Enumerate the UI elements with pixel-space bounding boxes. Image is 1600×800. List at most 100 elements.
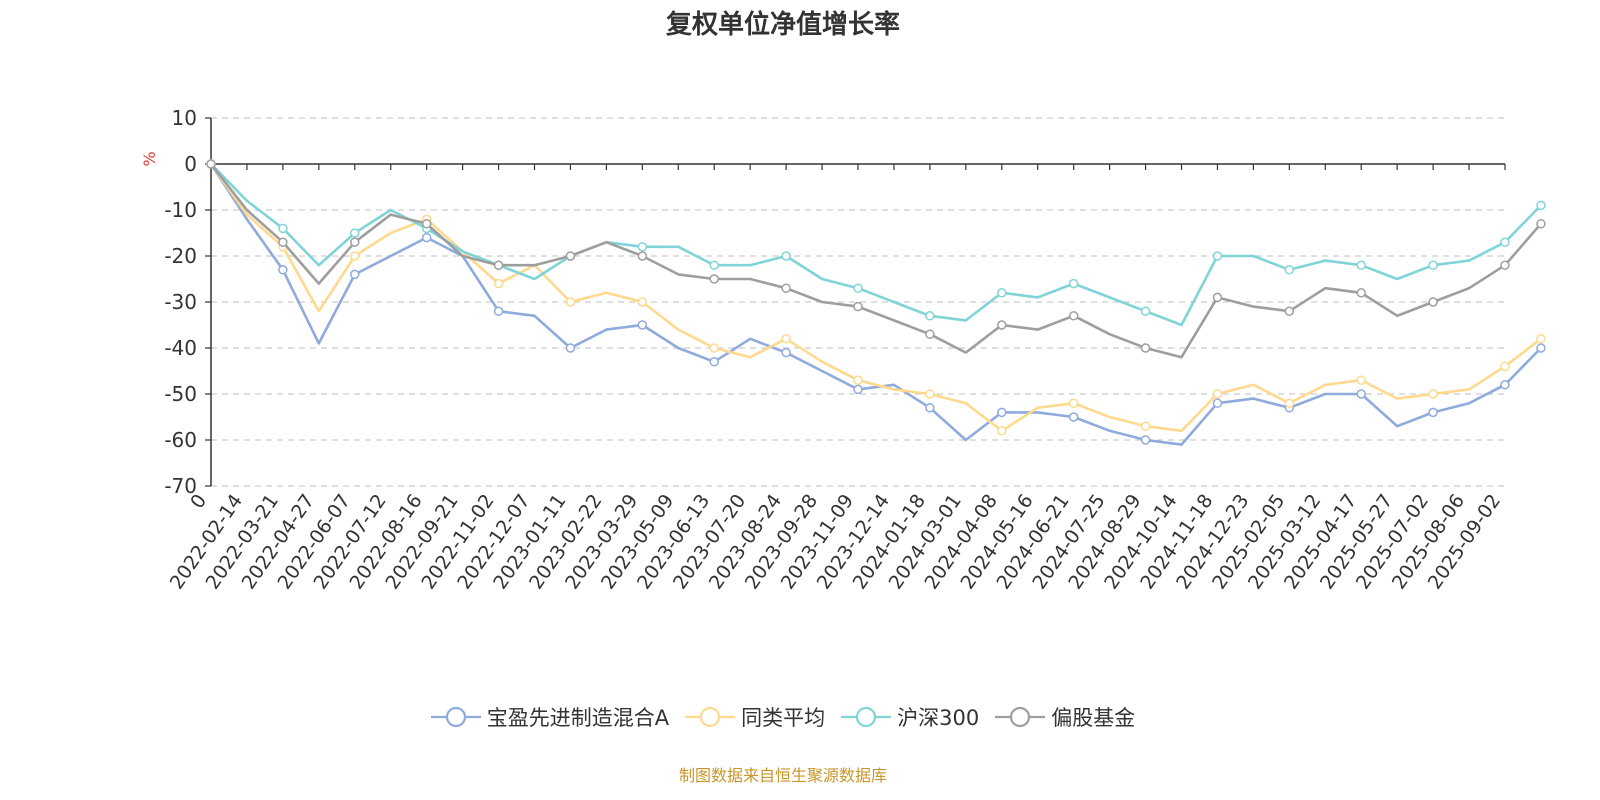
legend-line-marker-icon (685, 706, 736, 728)
y-tick-label: 0 (184, 152, 197, 176)
data-point (350, 228, 360, 238)
data-point (1500, 260, 1510, 270)
data-point (1356, 260, 1366, 270)
data-point (1212, 251, 1223, 261)
data-point (1428, 407, 1438, 418)
data-point (853, 384, 863, 395)
data-point (421, 232, 432, 243)
legend-label: 沪深300 (897, 706, 980, 730)
data-point (1068, 398, 1079, 408)
data-point (1212, 398, 1223, 408)
data-point (997, 407, 1007, 418)
data-point (1536, 334, 1546, 344)
data-point (1140, 421, 1151, 431)
data-point (781, 251, 791, 261)
data-point (1356, 389, 1366, 399)
data-point (709, 260, 719, 270)
data-point (206, 159, 216, 169)
legend-line-marker-icon (841, 706, 892, 728)
legend-line-marker-icon (995, 706, 1046, 728)
data-point (997, 320, 1007, 330)
legend-label: 偏股基金 (1051, 706, 1136, 730)
data-point (350, 269, 360, 280)
data-point (925, 329, 935, 339)
data-point (493, 306, 504, 316)
legend-label: 同类平均 (741, 706, 826, 730)
y-tick-label: -10 (164, 198, 197, 222)
data-point (637, 297, 648, 307)
data-point (493, 260, 504, 270)
y-tick-label: -40 (164, 336, 197, 360)
data-point (709, 343, 719, 353)
y-tick-label: -30 (164, 290, 197, 314)
data-point (1284, 306, 1295, 316)
data-point (350, 237, 360, 247)
data-point (997, 288, 1007, 298)
series-line (209, 163, 1542, 433)
data-point (1140, 435, 1151, 445)
data-point (709, 357, 719, 367)
data-point (1068, 311, 1079, 321)
legend-item[interactable]: 宝盈先进制造混合A (430, 702, 669, 732)
data-source-note: 制图数据来自恒生聚源数据库 (678, 766, 887, 785)
series-lines (206, 159, 1546, 446)
y-tick-label: -70 (164, 474, 197, 498)
data-point (853, 283, 863, 293)
data-point (1428, 297, 1438, 307)
data-point (637, 251, 648, 261)
data-point (781, 283, 791, 293)
y-tick-label: -60 (164, 428, 197, 452)
data-point (1536, 219, 1546, 229)
data-point (1428, 260, 1438, 270)
y-tick-label: 10 (172, 106, 197, 130)
data-point (1212, 292, 1223, 303)
series-line (209, 163, 1542, 446)
legend-item[interactable]: 偏股基金 (995, 702, 1135, 732)
data-point (853, 375, 863, 385)
x-tick-label: 0 (186, 490, 211, 513)
data-point (781, 334, 791, 344)
axes: 100-10-20-30-40-50-60-7002022-02-142022-… (164, 106, 1506, 593)
grid-lines (211, 117, 1505, 487)
legend-line-marker-icon (430, 706, 481, 728)
data-point (1536, 343, 1546, 353)
data-point (278, 223, 288, 234)
data-point (350, 251, 360, 261)
data-point (637, 320, 648, 330)
legend: 宝盈先进制造混合A 同类平均 沪深300 偏股基金 (0, 702, 1566, 732)
data-point (1068, 412, 1079, 422)
data-point (493, 278, 504, 289)
data-point (1500, 237, 1510, 247)
data-point (1284, 398, 1295, 408)
data-point (709, 274, 719, 284)
data-point (1140, 306, 1151, 316)
data-point (565, 343, 576, 353)
data-point (1536, 200, 1546, 211)
data-point (421, 219, 432, 229)
data-point (1284, 265, 1295, 275)
legend-item[interactable]: 同类平均 (685, 702, 825, 732)
data-point (781, 347, 791, 358)
series-line (210, 163, 1542, 327)
y-axis-unit: % (140, 151, 159, 166)
data-point (925, 403, 935, 413)
data-point (853, 301, 863, 312)
chart-title: 复权单位净值增长率 (665, 10, 900, 40)
data-point (1068, 278, 1079, 289)
data-point (1500, 361, 1510, 372)
data-point (278, 237, 288, 247)
data-point (565, 251, 576, 261)
data-point (997, 426, 1007, 436)
data-point (1140, 343, 1151, 353)
data-point (1356, 375, 1366, 385)
data-point (1212, 389, 1223, 399)
data-point (925, 311, 935, 321)
y-tick-label: -20 (164, 244, 197, 268)
series-line (209, 163, 1542, 359)
data-point (278, 265, 288, 275)
data-point (637, 242, 648, 252)
legend-item[interactable]: 沪深300 (841, 702, 979, 732)
data-point (925, 389, 935, 399)
y-tick-label: -50 (164, 382, 197, 406)
